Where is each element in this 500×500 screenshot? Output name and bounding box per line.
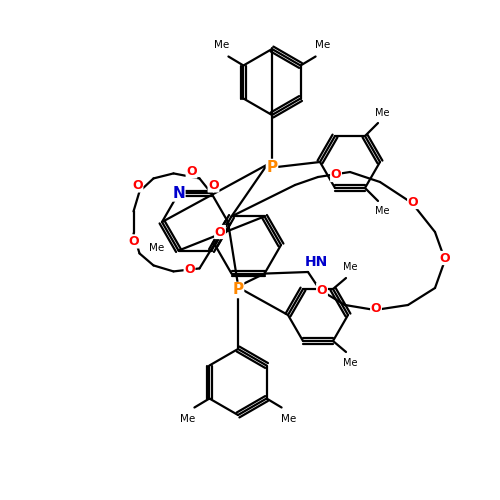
Text: Me: Me [375, 206, 389, 216]
Text: O: O [186, 165, 197, 178]
Text: O: O [408, 196, 418, 208]
Text: Me: Me [149, 244, 164, 254]
Text: HN: HN [304, 255, 328, 269]
Text: O: O [208, 179, 219, 192]
Text: O: O [132, 179, 143, 192]
Text: O: O [128, 235, 139, 248]
Text: O: O [316, 284, 328, 296]
Text: Me: Me [214, 40, 229, 50]
Text: O: O [330, 168, 342, 181]
Text: Me: Me [315, 40, 330, 50]
Text: Me: Me [180, 414, 195, 424]
Text: P: P [232, 282, 243, 298]
Text: O: O [440, 252, 450, 264]
Text: P: P [266, 160, 278, 174]
Text: O: O [184, 263, 195, 276]
Text: Me: Me [375, 108, 389, 118]
Text: Me: Me [343, 262, 357, 272]
Text: O: O [214, 226, 226, 238]
Text: O: O [370, 302, 382, 316]
Text: N: N [172, 186, 185, 201]
Text: Me: Me [281, 414, 296, 424]
Text: Me: Me [343, 358, 357, 368]
